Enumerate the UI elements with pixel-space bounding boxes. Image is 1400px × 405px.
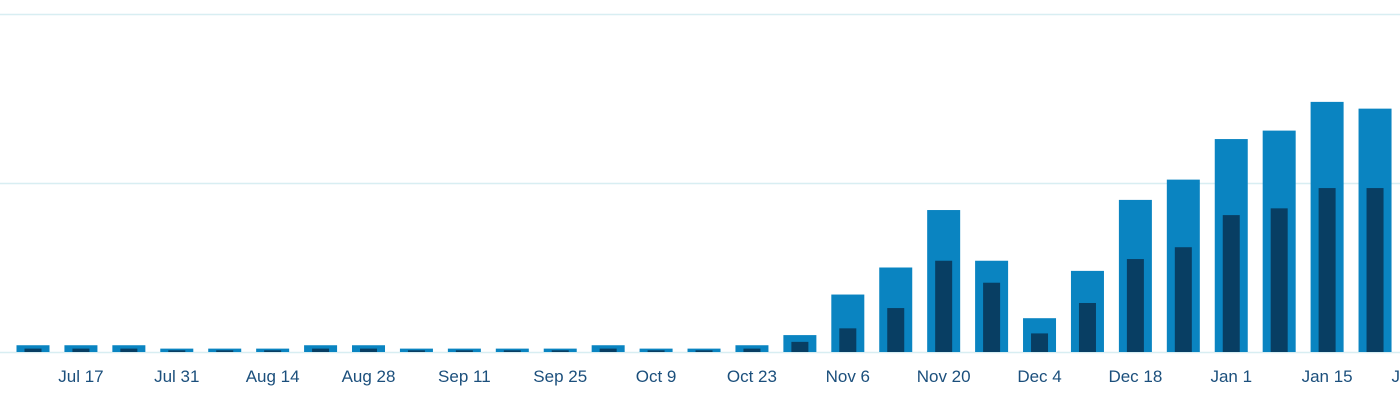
bar-inner[interactable] <box>24 348 42 352</box>
bar-inner[interactable] <box>839 328 857 352</box>
bar-inner[interactable] <box>1270 208 1288 352</box>
gridlines <box>0 13 1400 354</box>
x-tick-label: Oct 9 <box>636 367 677 386</box>
bar-inner[interactable] <box>455 350 473 352</box>
bar-inner[interactable] <box>695 350 713 352</box>
x-tick-label: Oct 23 <box>727 367 777 386</box>
bar-inner[interactable] <box>312 348 330 352</box>
bar-inner[interactable] <box>216 350 234 352</box>
x-tick-label: Jul 31 <box>154 367 199 386</box>
x-tick-label: Aug 14 <box>246 367 300 386</box>
x-tick-label: Nov 6 <box>826 367 870 386</box>
bar-inner[interactable] <box>935 260 953 352</box>
bar-inner[interactable] <box>791 341 809 352</box>
x-tick-label: Sep 25 <box>533 367 587 386</box>
bar-inner[interactable] <box>360 348 378 352</box>
bar-inner[interactable] <box>647 350 665 352</box>
bar-inner[interactable] <box>551 350 569 352</box>
x-tick-label: Jan 1 <box>1210 367 1252 386</box>
x-tick-label: Nov 20 <box>917 367 971 386</box>
x-tick-label: Jul 17 <box>58 367 103 386</box>
bar-inner[interactable] <box>264 350 282 352</box>
x-tick-label: J <box>1392 367 1400 386</box>
x-tick-label: Dec 4 <box>1017 367 1061 386</box>
bar-inner[interactable] <box>1318 188 1336 352</box>
bar-inner[interactable] <box>1031 333 1049 352</box>
bar-inner[interactable] <box>983 282 1001 352</box>
bars <box>16 101 1392 352</box>
bar-inner[interactable] <box>120 348 138 352</box>
bar-inner[interactable] <box>1126 259 1144 352</box>
bar-inner[interactable] <box>1174 247 1192 352</box>
x-tick-label: Jan 15 <box>1302 367 1353 386</box>
x-tick-label: Aug 28 <box>342 367 396 386</box>
x-tick-label: Sep 11 <box>438 367 491 386</box>
bar-inner[interactable] <box>1078 302 1096 352</box>
bar-inner[interactable] <box>1366 188 1384 352</box>
bar-inner[interactable] <box>1222 215 1240 352</box>
x-axis-ticks: Jul 17 Jul 31 Aug 14 Aug 28 Sep 11 Sep 25 Oct … <box>58 367 1400 386</box>
bar-inner[interactable] <box>887 308 905 352</box>
x-tick-label: Dec 18 <box>1108 367 1162 386</box>
bar-inner[interactable] <box>503 350 521 352</box>
bar-inner[interactable] <box>743 348 761 352</box>
bar-inner[interactable] <box>168 350 186 352</box>
bar-inner[interactable] <box>72 348 90 352</box>
bar-inner[interactable] <box>599 348 617 352</box>
bar-inner[interactable] <box>407 350 425 352</box>
